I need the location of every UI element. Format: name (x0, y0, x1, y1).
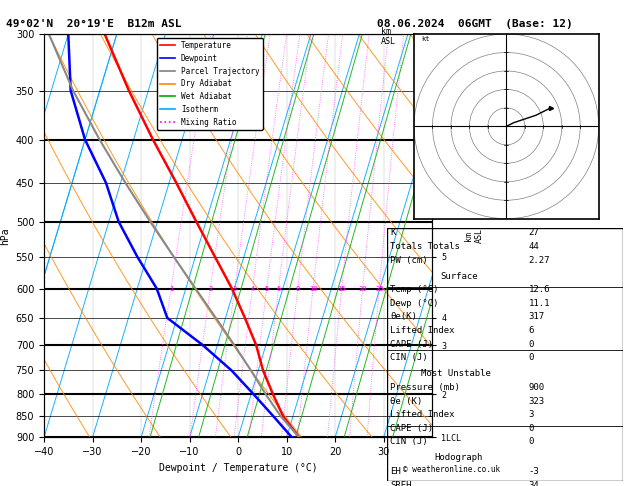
Text: © weatheronline.co.uk: © weatheronline.co.uk (403, 465, 499, 474)
Text: SREH: SREH (390, 481, 411, 486)
Legend: Temperature, Dewpoint, Parcel Trajectory, Dry Adiabat, Wet Adiabat, Isotherm, Mi: Temperature, Dewpoint, Parcel Trajectory… (157, 38, 263, 130)
Text: 49°02'N  20°19'E  B12m ASL: 49°02'N 20°19'E B12m ASL (6, 19, 182, 30)
Text: km
ASL: km ASL (381, 27, 396, 46)
Text: θe(K): θe(K) (390, 312, 417, 322)
Text: 27: 27 (528, 228, 539, 238)
Text: 08.06.2024  06GMT  (Base: 12): 08.06.2024 06GMT (Base: 12) (377, 19, 573, 30)
Text: 20: 20 (359, 285, 367, 292)
Text: Most Unstable: Most Unstable (421, 369, 491, 379)
X-axis label: Dewpoint / Temperature (°C): Dewpoint / Temperature (°C) (159, 463, 318, 473)
Text: 1: 1 (169, 285, 173, 292)
Text: 0: 0 (528, 340, 534, 349)
Text: 2.27: 2.27 (528, 256, 550, 265)
Text: CAPE (J): CAPE (J) (390, 340, 433, 349)
Text: 5: 5 (265, 285, 269, 292)
Text: 2: 2 (208, 285, 213, 292)
Text: CAPE (J): CAPE (J) (390, 424, 433, 433)
Text: 0: 0 (528, 353, 534, 363)
Text: -3: -3 (528, 467, 539, 476)
Text: 10: 10 (309, 285, 317, 292)
Text: 900: 900 (528, 383, 545, 392)
Text: 0: 0 (528, 424, 534, 433)
Text: 34: 34 (528, 481, 539, 486)
Text: EH: EH (390, 467, 401, 476)
Text: 6: 6 (528, 326, 534, 335)
Text: Temp (°C): Temp (°C) (390, 285, 438, 295)
Text: Lifted Index: Lifted Index (390, 410, 455, 419)
Text: 8: 8 (296, 285, 300, 292)
Text: CIN (J): CIN (J) (390, 437, 428, 447)
Text: Lifted Index: Lifted Index (390, 326, 455, 335)
Y-axis label: hPa: hPa (0, 227, 10, 244)
Text: 11.1: 11.1 (528, 299, 550, 308)
Text: Totals Totals: Totals Totals (390, 242, 460, 251)
Text: 12.6: 12.6 (528, 285, 550, 295)
Text: Pressure (mb): Pressure (mb) (390, 383, 460, 392)
Y-axis label: km
ASL: km ASL (464, 228, 483, 243)
Text: 317: 317 (528, 312, 545, 322)
Text: θe (K): θe (K) (390, 397, 422, 406)
Text: 44: 44 (528, 242, 539, 251)
Text: kt: kt (421, 36, 430, 42)
Text: Dewp (°C): Dewp (°C) (390, 299, 438, 308)
Text: CIN (J): CIN (J) (390, 353, 428, 363)
Text: 3: 3 (528, 410, 534, 419)
Text: Hodograph: Hodograph (434, 453, 482, 463)
Text: 323: 323 (528, 397, 545, 406)
Text: Surface: Surface (440, 272, 478, 281)
Text: 4: 4 (250, 285, 255, 292)
Text: 15: 15 (337, 285, 346, 292)
Text: PW (cm): PW (cm) (390, 256, 428, 265)
Text: 25: 25 (375, 285, 384, 292)
Text: 6: 6 (277, 285, 281, 292)
Text: 0: 0 (528, 437, 534, 447)
Text: K: K (390, 228, 396, 238)
Text: 3: 3 (233, 285, 237, 292)
